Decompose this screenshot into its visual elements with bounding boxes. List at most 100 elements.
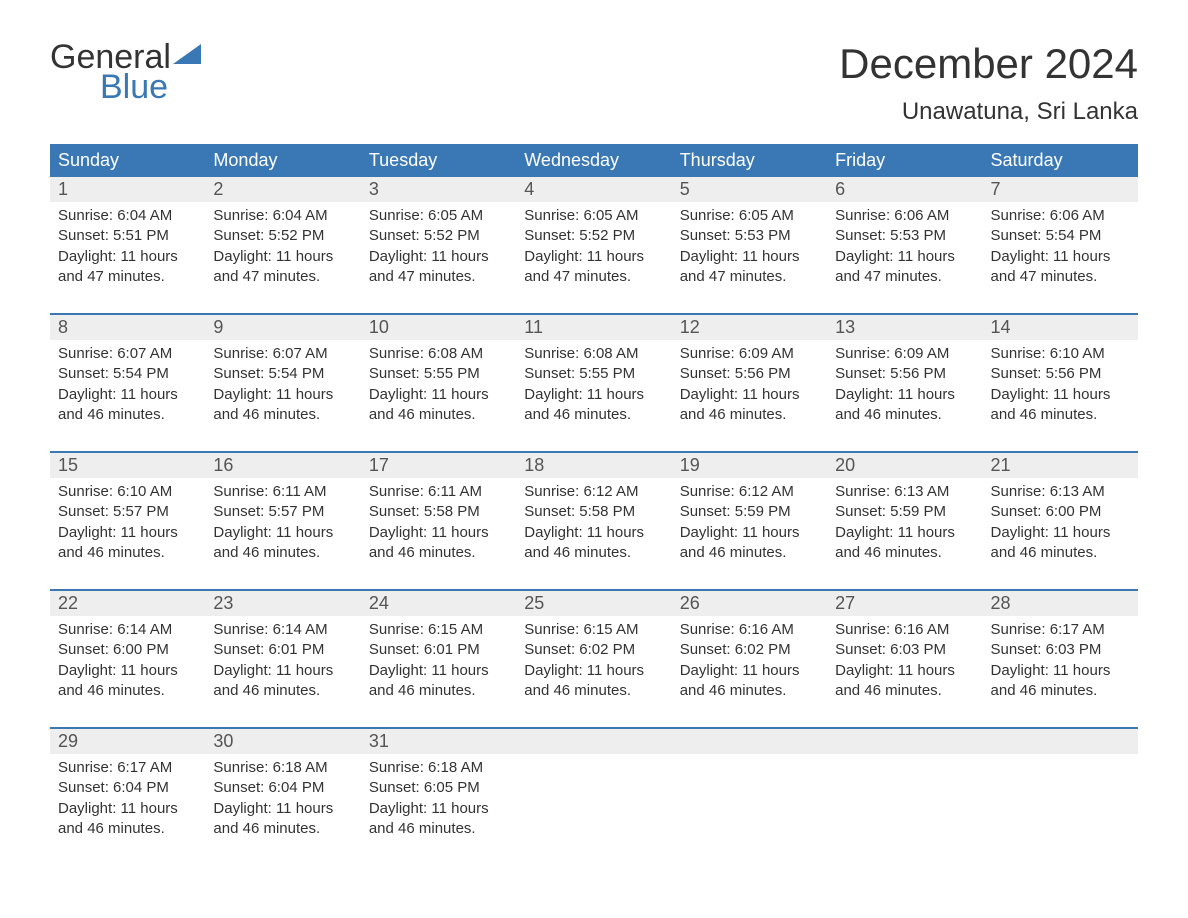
location: Unawatuna, Sri Lanka — [839, 98, 1138, 126]
day-details: Sunrise: 6:07 AMSunset: 5:54 PMDaylight:… — [50, 340, 205, 433]
day-details: Sunrise: 6:16 AMSunset: 6:03 PMDaylight:… — [827, 616, 982, 709]
calendar-day: 10Sunrise: 6:08 AMSunset: 5:55 PMDayligh… — [361, 315, 516, 435]
calendar-day: 13Sunrise: 6:09 AMSunset: 5:56 PMDayligh… — [827, 315, 982, 435]
calendar-week: 22Sunrise: 6:14 AMSunset: 6:00 PMDayligh… — [50, 589, 1138, 711]
day-details: Sunrise: 6:12 AMSunset: 5:59 PMDaylight:… — [672, 478, 827, 571]
day-number: 16 — [205, 453, 360, 478]
title-block: December 2024 Unawatuna, Sri Lanka — [839, 40, 1138, 126]
calendar-week: 1Sunrise: 6:04 AMSunset: 5:51 PMDaylight… — [50, 177, 1138, 297]
day-number: 8 — [50, 315, 205, 340]
calendar-day: 8Sunrise: 6:07 AMSunset: 5:54 PMDaylight… — [50, 315, 205, 435]
calendar-day: 14Sunrise: 6:10 AMSunset: 5:56 PMDayligh… — [983, 315, 1138, 435]
day-number: 23 — [205, 591, 360, 616]
day-details: Sunrise: 6:13 AMSunset: 5:59 PMDaylight:… — [827, 478, 982, 571]
calendar-day: 28Sunrise: 6:17 AMSunset: 6:03 PMDayligh… — [983, 591, 1138, 711]
day-details: Sunrise: 6:13 AMSunset: 6:00 PMDaylight:… — [983, 478, 1138, 571]
day-number: 5 — [672, 177, 827, 202]
day-number: 10 — [361, 315, 516, 340]
weekday-header: Friday — [827, 144, 982, 177]
day-details: Sunrise: 6:06 AMSunset: 5:54 PMDaylight:… — [983, 202, 1138, 295]
logo: General Blue — [50, 40, 201, 104]
day-details: Sunrise: 6:14 AMSunset: 6:00 PMDaylight:… — [50, 616, 205, 709]
day-details: Sunrise: 6:18 AMSunset: 6:04 PMDaylight:… — [205, 754, 360, 847]
calendar-day: 31Sunrise: 6:18 AMSunset: 6:05 PMDayligh… — [361, 729, 516, 849]
calendar-day: 21Sunrise: 6:13 AMSunset: 6:00 PMDayligh… — [983, 453, 1138, 573]
day-number: 31 — [361, 729, 516, 754]
day-number: 26 — [672, 591, 827, 616]
day-details: Sunrise: 6:16 AMSunset: 6:02 PMDaylight:… — [672, 616, 827, 709]
day-number: 17 — [361, 453, 516, 478]
calendar-day-empty — [827, 729, 982, 849]
day-details: Sunrise: 6:05 AMSunset: 5:53 PMDaylight:… — [672, 202, 827, 295]
calendar-day: 17Sunrise: 6:11 AMSunset: 5:58 PMDayligh… — [361, 453, 516, 573]
day-details — [983, 754, 1138, 834]
day-number: 22 — [50, 591, 205, 616]
calendar-day: 25Sunrise: 6:15 AMSunset: 6:02 PMDayligh… — [516, 591, 671, 711]
day-number — [672, 729, 827, 754]
day-number: 21 — [983, 453, 1138, 478]
day-number: 1 — [50, 177, 205, 202]
day-details — [516, 754, 671, 834]
day-details: Sunrise: 6:04 AMSunset: 5:52 PMDaylight:… — [205, 202, 360, 295]
calendar-day-empty — [983, 729, 1138, 849]
day-number: 18 — [516, 453, 671, 478]
day-number: 30 — [205, 729, 360, 754]
day-details: Sunrise: 6:07 AMSunset: 5:54 PMDaylight:… — [205, 340, 360, 433]
calendar-day: 19Sunrise: 6:12 AMSunset: 5:59 PMDayligh… — [672, 453, 827, 573]
calendar-day: 29Sunrise: 6:17 AMSunset: 6:04 PMDayligh… — [50, 729, 205, 849]
day-number: 27 — [827, 591, 982, 616]
weekday-header: Sunday — [50, 144, 205, 177]
day-number — [983, 729, 1138, 754]
logo-triangle-icon — [173, 44, 201, 68]
calendar-day-empty — [672, 729, 827, 849]
page-header: General Blue December 2024 Unawatuna, Sr… — [50, 40, 1138, 126]
calendar-day: 11Sunrise: 6:08 AMSunset: 5:55 PMDayligh… — [516, 315, 671, 435]
day-number: 20 — [827, 453, 982, 478]
logo-text-blue: Blue — [100, 70, 201, 104]
day-number: 11 — [516, 315, 671, 340]
calendar-day: 7Sunrise: 6:06 AMSunset: 5:54 PMDaylight… — [983, 177, 1138, 297]
calendar-day: 3Sunrise: 6:05 AMSunset: 5:52 PMDaylight… — [361, 177, 516, 297]
day-number: 6 — [827, 177, 982, 202]
day-details — [827, 754, 982, 834]
calendar-day: 4Sunrise: 6:05 AMSunset: 5:52 PMDaylight… — [516, 177, 671, 297]
calendar-day: 12Sunrise: 6:09 AMSunset: 5:56 PMDayligh… — [672, 315, 827, 435]
day-number — [827, 729, 982, 754]
weekday-header: Tuesday — [361, 144, 516, 177]
day-number: 19 — [672, 453, 827, 478]
calendar-week: 15Sunrise: 6:10 AMSunset: 5:57 PMDayligh… — [50, 451, 1138, 573]
calendar: SundayMondayTuesdayWednesdayThursdayFrid… — [50, 144, 1138, 849]
day-details: Sunrise: 6:18 AMSunset: 6:05 PMDaylight:… — [361, 754, 516, 847]
day-details: Sunrise: 6:11 AMSunset: 5:57 PMDaylight:… — [205, 478, 360, 571]
calendar-day: 18Sunrise: 6:12 AMSunset: 5:58 PMDayligh… — [516, 453, 671, 573]
day-number: 24 — [361, 591, 516, 616]
weekday-header: Monday — [205, 144, 360, 177]
calendar-day: 26Sunrise: 6:16 AMSunset: 6:02 PMDayligh… — [672, 591, 827, 711]
calendar-day: 22Sunrise: 6:14 AMSunset: 6:00 PMDayligh… — [50, 591, 205, 711]
day-details: Sunrise: 6:12 AMSunset: 5:58 PMDaylight:… — [516, 478, 671, 571]
day-number: 12 — [672, 315, 827, 340]
weekday-header: Thursday — [672, 144, 827, 177]
day-details: Sunrise: 6:11 AMSunset: 5:58 PMDaylight:… — [361, 478, 516, 571]
day-details: Sunrise: 6:05 AMSunset: 5:52 PMDaylight:… — [361, 202, 516, 295]
day-number: 9 — [205, 315, 360, 340]
day-details: Sunrise: 6:09 AMSunset: 5:56 PMDaylight:… — [827, 340, 982, 433]
calendar-day: 2Sunrise: 6:04 AMSunset: 5:52 PMDaylight… — [205, 177, 360, 297]
calendar-week: 8Sunrise: 6:07 AMSunset: 5:54 PMDaylight… — [50, 313, 1138, 435]
day-details: Sunrise: 6:15 AMSunset: 6:01 PMDaylight:… — [361, 616, 516, 709]
day-number: 2 — [205, 177, 360, 202]
calendar-day: 24Sunrise: 6:15 AMSunset: 6:01 PMDayligh… — [361, 591, 516, 711]
day-details — [672, 754, 827, 834]
calendar-day-empty — [516, 729, 671, 849]
day-number — [516, 729, 671, 754]
day-details: Sunrise: 6:04 AMSunset: 5:51 PMDaylight:… — [50, 202, 205, 295]
day-details: Sunrise: 6:08 AMSunset: 5:55 PMDaylight:… — [361, 340, 516, 433]
calendar-day: 30Sunrise: 6:18 AMSunset: 6:04 PMDayligh… — [205, 729, 360, 849]
calendar-day: 9Sunrise: 6:07 AMSunset: 5:54 PMDaylight… — [205, 315, 360, 435]
day-number: 25 — [516, 591, 671, 616]
day-details: Sunrise: 6:05 AMSunset: 5:52 PMDaylight:… — [516, 202, 671, 295]
calendar-day: 20Sunrise: 6:13 AMSunset: 5:59 PMDayligh… — [827, 453, 982, 573]
day-number: 3 — [361, 177, 516, 202]
day-number: 28 — [983, 591, 1138, 616]
day-details: Sunrise: 6:08 AMSunset: 5:55 PMDaylight:… — [516, 340, 671, 433]
